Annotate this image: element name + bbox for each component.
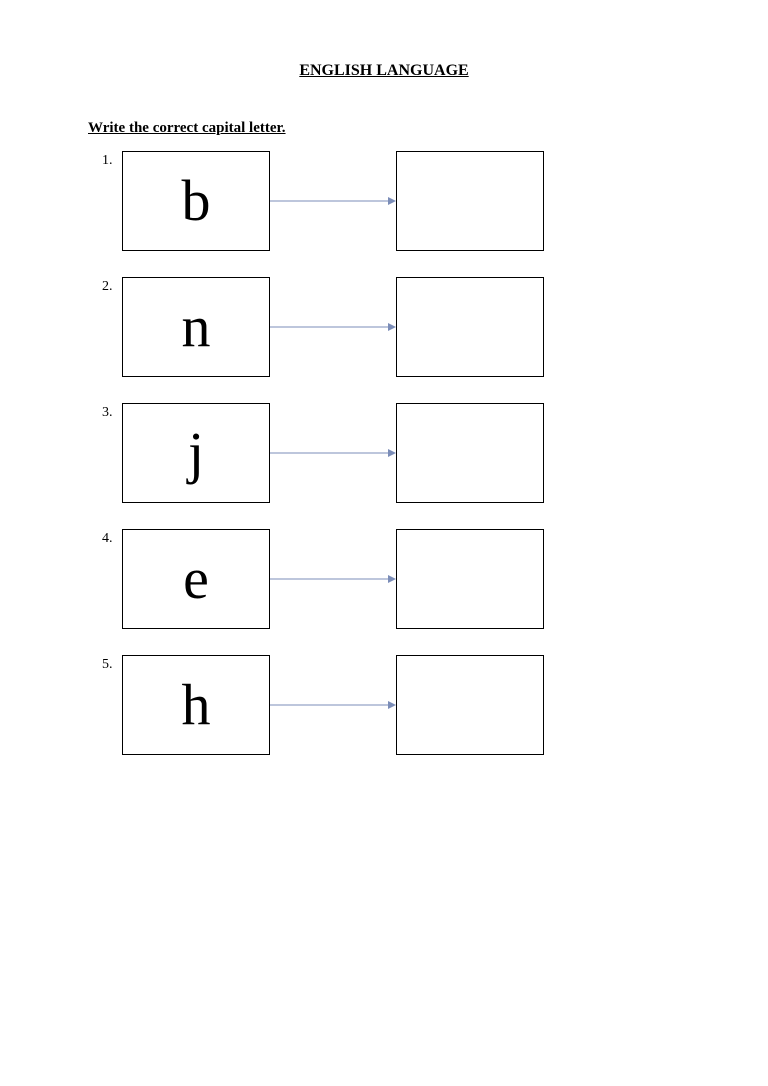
answer-box[interactable] — [396, 529, 544, 629]
page-title: ENGLISH LANGUAGE — [0, 62, 768, 80]
exercise-row: 5. h — [0, 649, 768, 775]
letter-box: j — [122, 403, 270, 503]
exercise-row: 1. b — [0, 145, 768, 271]
answer-box[interactable] — [396, 151, 544, 251]
arrow-icon — [270, 321, 396, 333]
answer-box[interactable] — [396, 655, 544, 755]
letter-label: h — [182, 676, 211, 734]
letter-label: e — [183, 550, 209, 608]
row-number: 3. — [102, 405, 113, 421]
exercise-row: 2. n — [0, 271, 768, 397]
letter-label: n — [182, 298, 211, 356]
letter-box: e — [122, 529, 270, 629]
exercise-rows: 1. b 2. n 3. j 4. e — [0, 145, 768, 775]
row-number: 1. — [102, 153, 113, 169]
letter-box: h — [122, 655, 270, 755]
exercise-row: 3. j — [0, 397, 768, 523]
row-number: 2. — [102, 279, 113, 295]
arrow-icon — [270, 447, 396, 459]
answer-box[interactable] — [396, 403, 544, 503]
letter-label: b — [182, 172, 211, 230]
row-number: 5. — [102, 657, 113, 673]
letter-box: b — [122, 151, 270, 251]
letter-label: j — [188, 424, 204, 482]
instruction-text: Write the correct capital letter. — [88, 120, 768, 137]
exercise-row: 4. e — [0, 523, 768, 649]
arrow-icon — [270, 195, 396, 207]
arrow-icon — [270, 573, 396, 585]
letter-box: n — [122, 277, 270, 377]
answer-box[interactable] — [396, 277, 544, 377]
row-number: 4. — [102, 531, 113, 547]
arrow-icon — [270, 699, 396, 711]
